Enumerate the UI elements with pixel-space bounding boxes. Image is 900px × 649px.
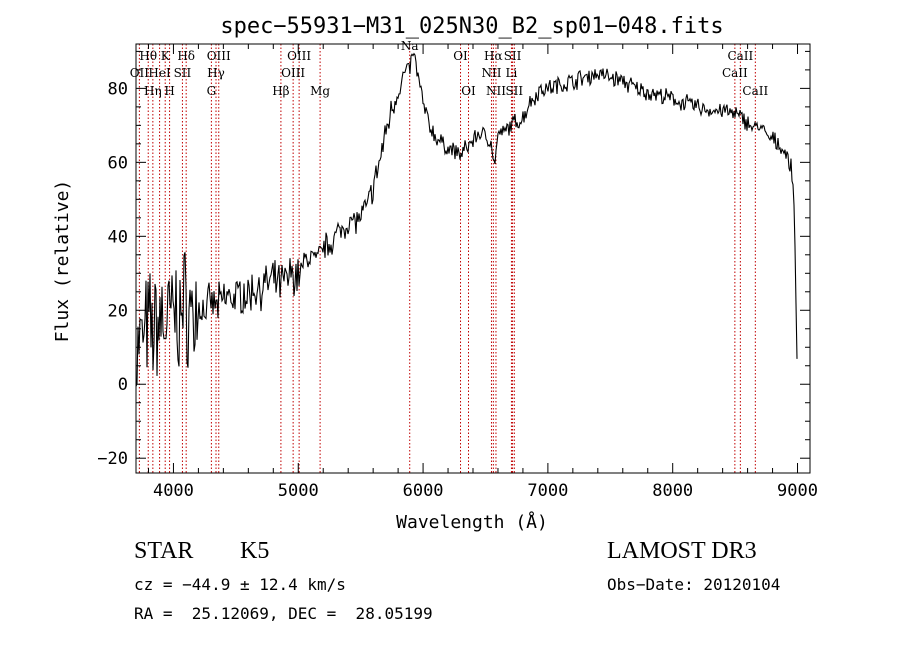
x-axis-ticks: 4000 5000 6000 7000 8000 9000 [147,44,818,501]
spectral-line-label: CaII [722,66,748,80]
object-class: STAR [134,538,194,564]
spectral-line-label: G [207,84,217,98]
spectral-line-label: OI [461,84,476,98]
x-tick-label: 8000 [652,481,693,501]
y-tick-label: 0 [118,375,128,395]
y-tick-label: 80 [108,79,128,99]
observation-date: Obs−Date: 20120104 [607,575,781,594]
spectral-line-labels: Hθ OII Hη K HeI H Hδ SII OIII Hγ G OIII OIII Hβ Mg Na OI… [130,39,769,98]
x-tick-label: 5000 [278,481,319,501]
y-axis-ticks: −20 0 20 40 60 80 [97,50,810,469]
spectral-line-label: SII [174,66,192,80]
spectral-line-label: Hγ [207,66,225,80]
y-tick-label: 20 [108,301,128,321]
spectral-line-label: Hα [484,49,503,63]
y-tick-label: 60 [108,153,128,173]
spectral-line-label: SII [505,84,523,98]
spectral-line-label: Hδ [177,49,195,63]
spectral-line-label: K [161,49,171,63]
spectral-line-label: Mg [310,84,330,98]
spectral-line-label: CaII [727,49,753,63]
spectral-line-markers [138,44,756,473]
spectral-line-label: Hθ [139,49,157,63]
x-tick-label: 6000 [403,481,444,501]
spectrum-line [135,52,798,387]
spectral-line-label: OII [130,66,150,80]
y-tick-label: 40 [108,227,128,247]
spectral-line-label: Li [506,66,518,80]
x-tick-label: 9000 [777,481,818,501]
spectral-line-label: OIII [287,49,311,63]
spectral-line-label: Na [401,39,419,53]
spectral-line-label: H [164,84,174,98]
spectral-line-label: OIII [207,49,231,63]
spectral-line-label: HeI [148,66,171,80]
x-tick-label: 4000 [153,481,194,501]
object-subclass: K5 [240,538,270,564]
spectral-line-label: Hβ [272,84,289,98]
y-tick-label: −20 [97,449,128,469]
x-axis-label: Wavelength (Å) [396,511,548,533]
spectral-line-label: CaII [742,84,768,98]
spectral-line-label: OI [453,49,468,63]
spectral-line-label: SII [504,49,522,63]
x-tick-label: 7000 [527,481,568,501]
chart-title: spec−55931−M31_025N30_B2_sp01−048.fits [220,14,723,39]
spectral-line-label: OIII [281,66,305,80]
redshift-velocity: cz = −44.9 ± 12.4 km/s [134,575,346,594]
spectral-line-label: NII [486,84,506,98]
survey-name: LAMOST DR3 [607,538,757,564]
plot-frame [135,43,811,474]
spectral-line-label: Hη [144,84,162,98]
y-axis-label: Flux (relative) [52,180,73,343]
ra-dec-coordinates: RA = 25.12069, DEC = 28.05199 [134,604,433,623]
spectral-line-label: NII [481,66,501,80]
